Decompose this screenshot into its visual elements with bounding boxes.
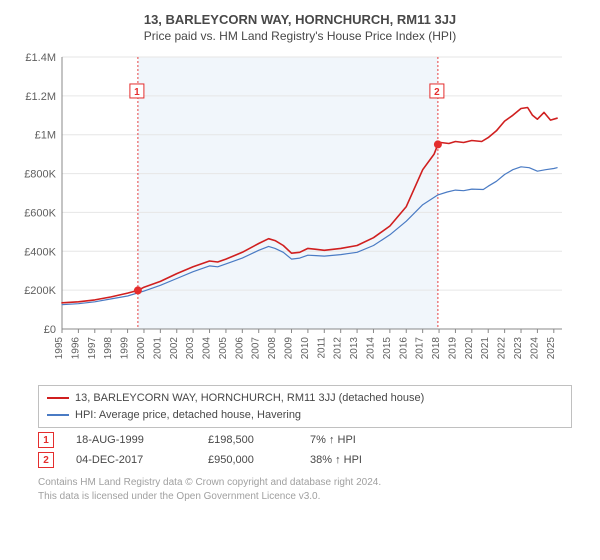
marker-row-2: 2 04-DEC-2017 £950,000 38% ↑ HPI: [38, 452, 572, 468]
svg-text:2000: 2000: [136, 337, 147, 360]
marker-2-hpi: 38% ↑ HPI: [310, 454, 400, 466]
marker-box-2: 2: [38, 452, 54, 468]
svg-text:1998: 1998: [103, 337, 114, 360]
svg-text:2021: 2021: [480, 337, 491, 360]
svg-text:2014: 2014: [365, 337, 376, 360]
svg-text:2: 2: [434, 87, 440, 98]
svg-text:2025: 2025: [546, 337, 557, 360]
svg-text:2012: 2012: [333, 337, 344, 360]
legend-swatch-2: [47, 414, 69, 416]
svg-text:2008: 2008: [267, 337, 278, 360]
svg-text:2007: 2007: [251, 337, 262, 360]
svg-text:£600K: £600K: [24, 207, 56, 219]
svg-text:£200K: £200K: [24, 285, 56, 297]
svg-text:1996: 1996: [70, 337, 81, 360]
svg-text:2004: 2004: [202, 337, 213, 360]
page-title: 13, BARLEYCORN WAY, HORNCHURCH, RM11 3JJ: [10, 12, 590, 27]
marker-row-1: 1 18-AUG-1999 £198,500 7% ↑ HPI: [38, 432, 572, 448]
svg-text:£1.2M: £1.2M: [25, 91, 56, 103]
svg-text:£400K: £400K: [24, 246, 56, 258]
svg-text:2005: 2005: [218, 337, 229, 360]
svg-text:2010: 2010: [300, 337, 311, 360]
svg-text:2020: 2020: [464, 337, 475, 360]
marker-2-price: £950,000: [208, 454, 288, 466]
svg-text:£800K: £800K: [24, 169, 56, 181]
svg-text:1999: 1999: [120, 337, 131, 360]
svg-text:1997: 1997: [87, 337, 98, 360]
svg-text:2013: 2013: [349, 337, 360, 360]
page-subtitle: Price paid vs. HM Land Registry's House …: [10, 29, 590, 43]
svg-text:2016: 2016: [398, 337, 409, 360]
svg-text:1995: 1995: [54, 337, 65, 360]
svg-text:2019: 2019: [447, 337, 458, 360]
legend: 13, BARLEYCORN WAY, HORNCHURCH, RM11 3JJ…: [38, 385, 572, 428]
svg-text:2009: 2009: [284, 337, 295, 360]
svg-text:2015: 2015: [382, 337, 393, 360]
marker-1-date: 18-AUG-1999: [76, 434, 186, 446]
svg-text:£0: £0: [44, 324, 56, 336]
legend-swatch-1: [47, 397, 69, 399]
svg-text:2018: 2018: [431, 337, 442, 360]
price-chart: £0 £200K £400K £600K £800K £1M £1.2M £1.4M 1995 1…: [10, 49, 570, 379]
legend-label-2: HPI: Average price, detached house, Have…: [75, 407, 301, 424]
legend-row-1: 13, BARLEYCORN WAY, HORNCHURCH, RM11 3JJ…: [47, 390, 563, 407]
svg-text:2002: 2002: [169, 337, 180, 360]
svg-text:£1M: £1M: [35, 130, 56, 142]
svg-text:2001: 2001: [152, 337, 163, 360]
header: 13, BARLEYCORN WAY, HORNCHURCH, RM11 3JJ…: [10, 12, 590, 43]
footer-line-2: This data is licensed under the Open Gov…: [38, 490, 572, 504]
svg-text:2017: 2017: [415, 337, 426, 360]
svg-text:2023: 2023: [513, 337, 524, 360]
svg-text:2024: 2024: [529, 337, 540, 360]
marker-1-hpi: 7% ↑ HPI: [310, 434, 400, 446]
legend-label-1: 13, BARLEYCORN WAY, HORNCHURCH, RM11 3JJ…: [75, 390, 424, 407]
marker-1-price: £198,500: [208, 434, 288, 446]
svg-text:1: 1: [134, 87, 140, 98]
svg-text:2006: 2006: [234, 337, 245, 360]
svg-text:2011: 2011: [316, 337, 327, 359]
svg-text:£1.4M: £1.4M: [25, 52, 56, 64]
footer-line-1: Contains HM Land Registry data © Crown c…: [38, 476, 572, 490]
marker-box-1: 1: [38, 432, 54, 448]
marker-2-date: 04-DEC-2017: [76, 454, 186, 466]
svg-text:2022: 2022: [497, 337, 508, 360]
footer: Contains HM Land Registry data © Crown c…: [38, 476, 572, 503]
svg-text:2003: 2003: [185, 337, 196, 360]
legend-row-2: HPI: Average price, detached house, Have…: [47, 407, 563, 424]
